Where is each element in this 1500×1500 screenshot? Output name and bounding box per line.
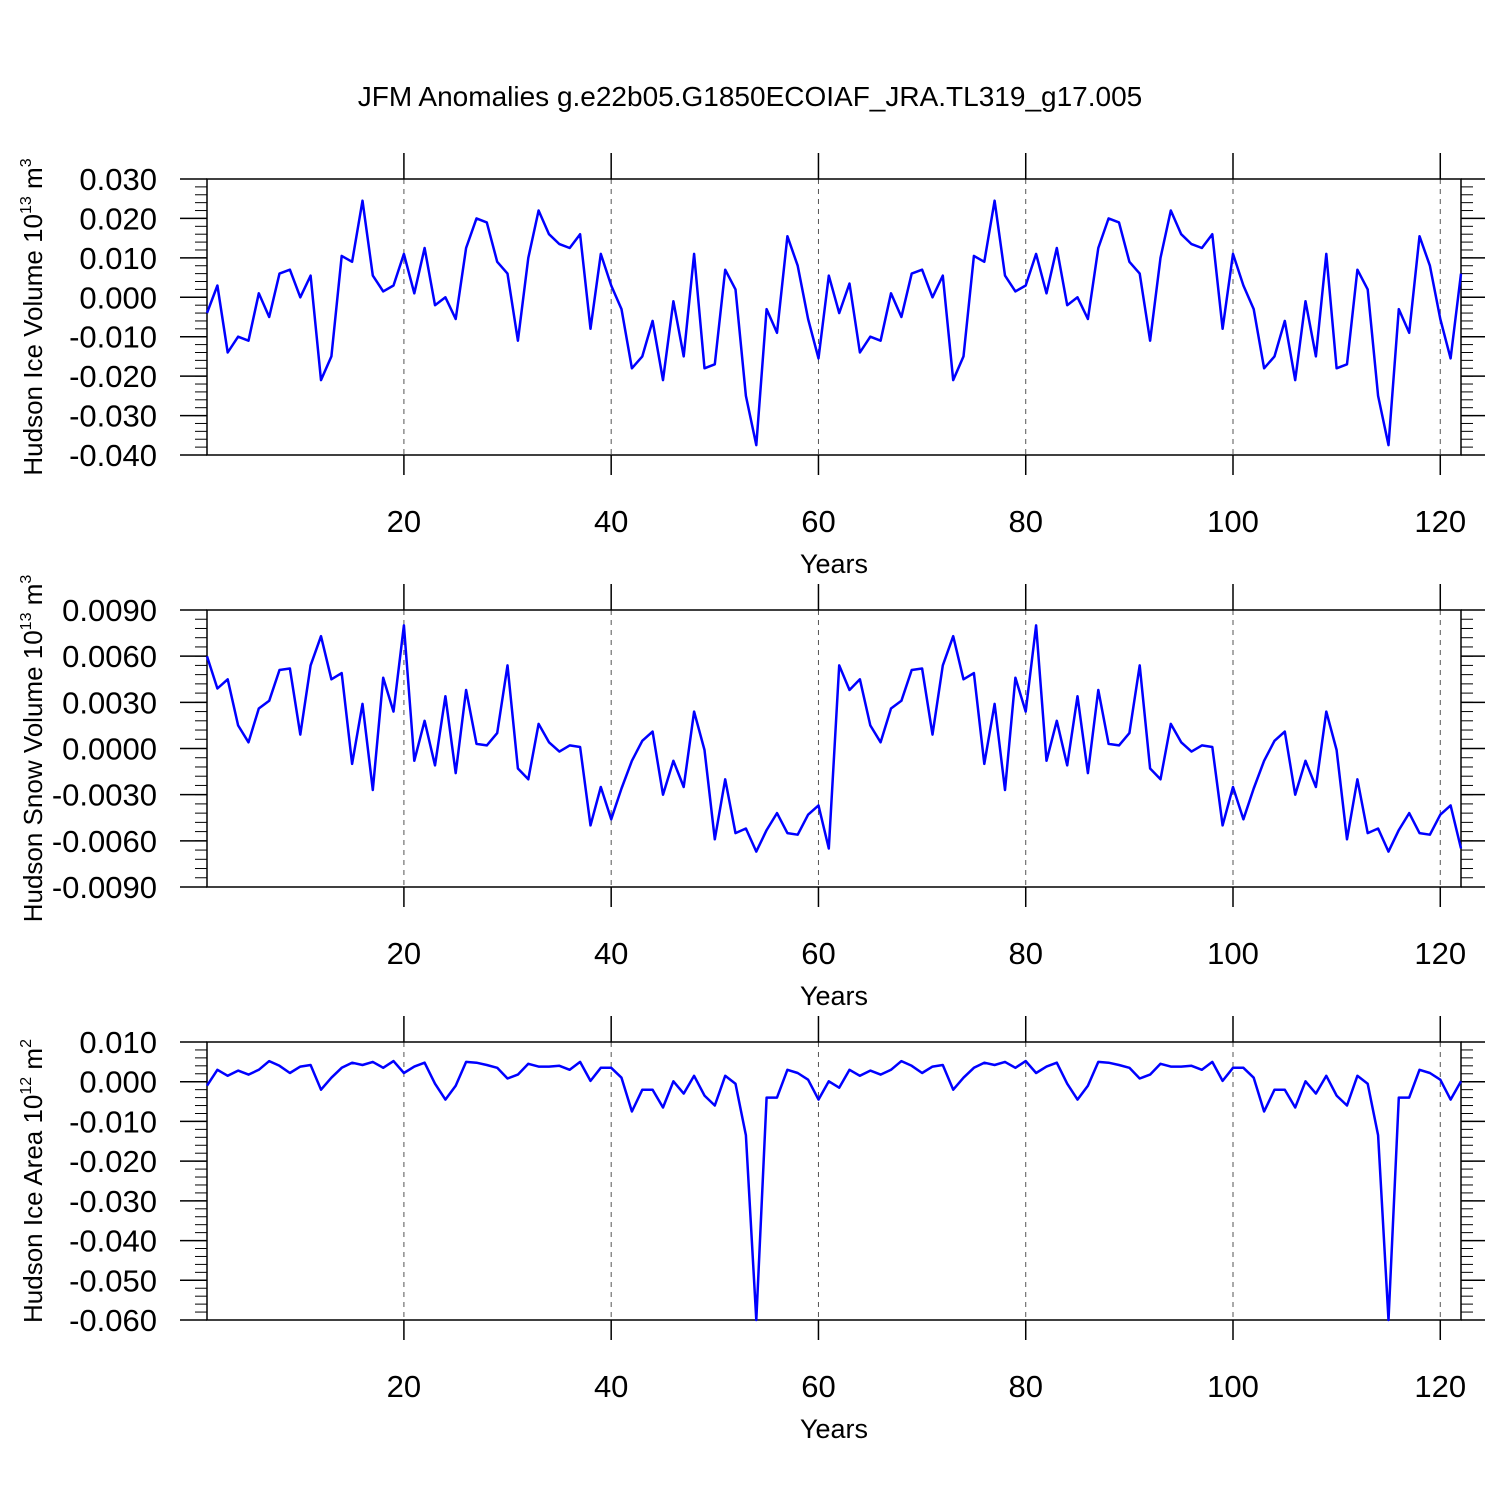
- x-tick-label: 80: [1008, 1369, 1042, 1404]
- x-tick-label: 20: [387, 504, 421, 539]
- x-tick-label: 20: [387, 936, 421, 971]
- y-tick-label: -0.060: [69, 1303, 157, 1338]
- x-tick-label: 120: [1414, 936, 1466, 971]
- y-tick-label: -0.050: [69, 1263, 157, 1298]
- figure-title: JFM Anomalies g.e22b05.G1850ECOIAF_JRA.T…: [358, 81, 1142, 112]
- y-axis-label: Hudson Ice Volume 1013 m3: [18, 158, 48, 475]
- y-axis-label-exponent: 13: [18, 612, 35, 630]
- y-axis-label-unit-exponent: 2: [18, 1039, 35, 1048]
- plot-frame: [206, 178, 1462, 456]
- y-tick-label: 0.010: [79, 1025, 157, 1060]
- y-axis-label-unit-exponent: 3: [18, 575, 35, 584]
- y-axis-label: Hudson Snow Volume 1013 m3: [18, 575, 48, 923]
- y-axis-label-exponent: 13: [18, 196, 35, 214]
- y-axis-label-text: Hudson Ice Area 10: [18, 1095, 48, 1323]
- y-axis-label-unit-exponent: 3: [18, 158, 35, 167]
- y-tick-label: -0.010: [69, 1104, 157, 1139]
- series-line: [205, 624, 1463, 853]
- y-tick-label: -0.040: [69, 1224, 157, 1259]
- panel-3: 0.010 0.000 -0.010 -0.020 -0.030 -0.040 -0.050…: [18, 1016, 1485, 1444]
- x-tick-label: 40: [594, 504, 628, 539]
- y-tick-label: -0.0030: [52, 778, 157, 813]
- y-tick-label: -0.020: [69, 359, 157, 394]
- x-axis-label: Years: [800, 1414, 868, 1444]
- x-tick-label: 20: [387, 1369, 421, 1404]
- y-tick-label: 0.000: [79, 1065, 157, 1100]
- series-line: [205, 1059, 1463, 1322]
- y-axis-label-unit: m: [18, 584, 48, 613]
- x-axis-label: Years: [800, 981, 868, 1011]
- x-tick-label: 100: [1207, 936, 1259, 971]
- panels: 0.030 0.020 0.010 0.000 -0.010 -0.020 -0.030 -0…: [18, 153, 1485, 1444]
- y-tick-label: -0.030: [69, 1184, 157, 1219]
- y-axis-label-text: Hudson Ice Volume 10: [18, 214, 48, 476]
- series-line: [205, 199, 1463, 447]
- panel-1: 0.030 0.020 0.010 0.000 -0.010 -0.020 -0.030 -0…: [18, 153, 1485, 579]
- y-axis-label-unit: m: [18, 1048, 48, 1077]
- panel-2: 0.0090 0.0060 0.0030 0.0000 -0.0030 -0.0060 -0…: [18, 575, 1485, 1011]
- x-axis-label: Years: [800, 549, 868, 579]
- x-tick-label: 60: [801, 1369, 835, 1404]
- y-tick-label: -0.030: [69, 399, 157, 434]
- y-axis-label-unit: m: [18, 167, 48, 196]
- x-tick-label: 100: [1207, 1369, 1259, 1404]
- y-tick-label: -0.0060: [52, 824, 157, 859]
- x-tick-label: 40: [594, 936, 628, 971]
- plot-frame: [206, 1041, 1462, 1321]
- y-axis-label-text: Hudson Snow Volume 10: [18, 630, 48, 922]
- y-tick-label: 0.0000: [62, 732, 157, 767]
- y-tick-label: 0.0090: [62, 593, 157, 628]
- x-tick-label: 80: [1008, 936, 1042, 971]
- y-tick-label: 0.030: [79, 162, 157, 197]
- y-tick-label: 0.0030: [62, 685, 157, 720]
- x-tick-label: 60: [801, 504, 835, 539]
- x-tick-label: 120: [1414, 1369, 1466, 1404]
- x-tick-label: 60: [801, 936, 835, 971]
- x-tick-label: 80: [1008, 504, 1042, 539]
- y-axis-label: Hudson Ice Area 1012 m2: [18, 1039, 48, 1323]
- y-tick-label: -0.010: [69, 320, 157, 355]
- y-tick-label: -0.040: [69, 438, 157, 473]
- y-tick-label: 0.020: [79, 201, 157, 236]
- y-tick-label: 0.010: [79, 241, 157, 276]
- y-tick-label: 0.0060: [62, 639, 157, 674]
- y-axis-label-exponent: 12: [18, 1077, 35, 1095]
- y-tick-label: -0.0090: [52, 870, 157, 905]
- x-tick-label: 100: [1207, 504, 1259, 539]
- y-tick-label: -0.020: [69, 1144, 157, 1179]
- y-tick-label: 0.000: [79, 280, 157, 315]
- x-tick-label: 40: [594, 1369, 628, 1404]
- x-tick-label: 120: [1414, 504, 1466, 539]
